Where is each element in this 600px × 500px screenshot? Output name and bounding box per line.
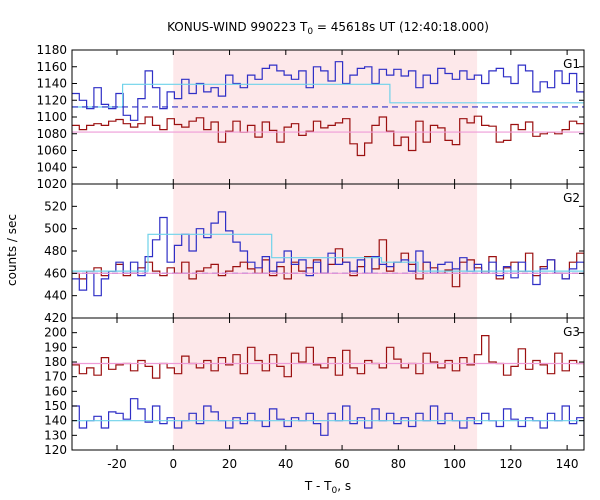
panel-label: G1 bbox=[563, 57, 580, 71]
y-tick-label: 130 bbox=[44, 428, 67, 442]
y-tick-label: 1100 bbox=[36, 110, 67, 124]
y-tick-label: 1020 bbox=[36, 177, 67, 191]
y-axis-label: counts / sec bbox=[5, 214, 19, 286]
y-tick-label: 500 bbox=[44, 222, 67, 236]
series-red-histogram bbox=[72, 115, 584, 157]
y-tick-label: 180 bbox=[44, 355, 67, 369]
series-red-histogram bbox=[72, 335, 584, 379]
x-tick-label: 140 bbox=[556, 457, 579, 471]
plot-area bbox=[72, 211, 584, 297]
x-axis-label-subscript: 0 bbox=[332, 486, 338, 496]
x-axis-label: T - T0, s bbox=[304, 479, 351, 496]
panel-label: G3 bbox=[563, 325, 580, 339]
y-tick-label: 150 bbox=[44, 399, 67, 413]
plot-area bbox=[72, 61, 584, 157]
x-tick-label: 100 bbox=[443, 457, 466, 471]
shaded-interval bbox=[173, 318, 478, 450]
x-tick-label: 0 bbox=[169, 457, 177, 471]
y-tick-label: 1080 bbox=[36, 127, 67, 141]
panel-frame bbox=[71, 317, 585, 451]
y-tick-label: 190 bbox=[44, 340, 67, 354]
chart-panels: 1020 1040 1060 1080 1100 1120 1140 1160 1180 G1 42… bbox=[36, 43, 585, 471]
figure-title: KONUS-WIND 990223 T0 = 45618s UT (12:40:… bbox=[167, 20, 489, 37]
y-tick-label: 440 bbox=[44, 289, 67, 303]
x-axis-label-rest: , s bbox=[337, 479, 351, 493]
panel-g2: 420 440 460 480 500 520 G2 bbox=[44, 183, 585, 325]
x-axis-label-main: T - T bbox=[304, 479, 332, 493]
shaded-interval bbox=[173, 184, 478, 318]
series-blue-histogram bbox=[72, 211, 584, 297]
x-tick-label: 80 bbox=[391, 457, 406, 471]
x-tick-label: 40 bbox=[278, 457, 293, 471]
figure-title-subscript: 0 bbox=[307, 27, 313, 37]
y-tick-label: 200 bbox=[44, 326, 67, 340]
y-tick-label: 170 bbox=[44, 370, 67, 384]
y-tick-label: 460 bbox=[44, 266, 67, 280]
y-tick-label: 140 bbox=[44, 414, 67, 428]
series-blue-histogram bbox=[72, 61, 584, 121]
y-tick-label: 1060 bbox=[36, 144, 67, 158]
y-tick-label: 1160 bbox=[36, 60, 67, 74]
y-tick-label: 1120 bbox=[36, 93, 67, 107]
panel-label: G2 bbox=[563, 191, 580, 205]
panel-g1: 1020 1040 1060 1080 1100 1120 1140 1160 1180 G1 bbox=[36, 43, 585, 191]
x-tick-label: 120 bbox=[499, 457, 522, 471]
figure-title-main: KONUS-WIND 990223 T bbox=[167, 20, 308, 34]
x-tick-label: -20 bbox=[107, 457, 127, 471]
figure-title-rest: = 45618s UT (12:40:18.000) bbox=[313, 20, 489, 34]
y-tick-label: 120 bbox=[44, 443, 67, 457]
y-tick-label: 1140 bbox=[36, 77, 67, 91]
x-tick-label: 20 bbox=[222, 457, 237, 471]
series-cyan-steps bbox=[72, 233, 584, 272]
y-tick-label: 1180 bbox=[36, 43, 67, 57]
y-tick-label: 1040 bbox=[36, 160, 67, 174]
x-tick-label: 60 bbox=[334, 457, 349, 471]
shaded-interval bbox=[173, 50, 478, 184]
y-tick-label: 520 bbox=[44, 199, 67, 213]
y-tick-label: 480 bbox=[44, 244, 67, 258]
y-tick-label: 160 bbox=[44, 384, 67, 398]
plot-area bbox=[72, 335, 584, 436]
y-tick-label: 420 bbox=[44, 311, 67, 325]
